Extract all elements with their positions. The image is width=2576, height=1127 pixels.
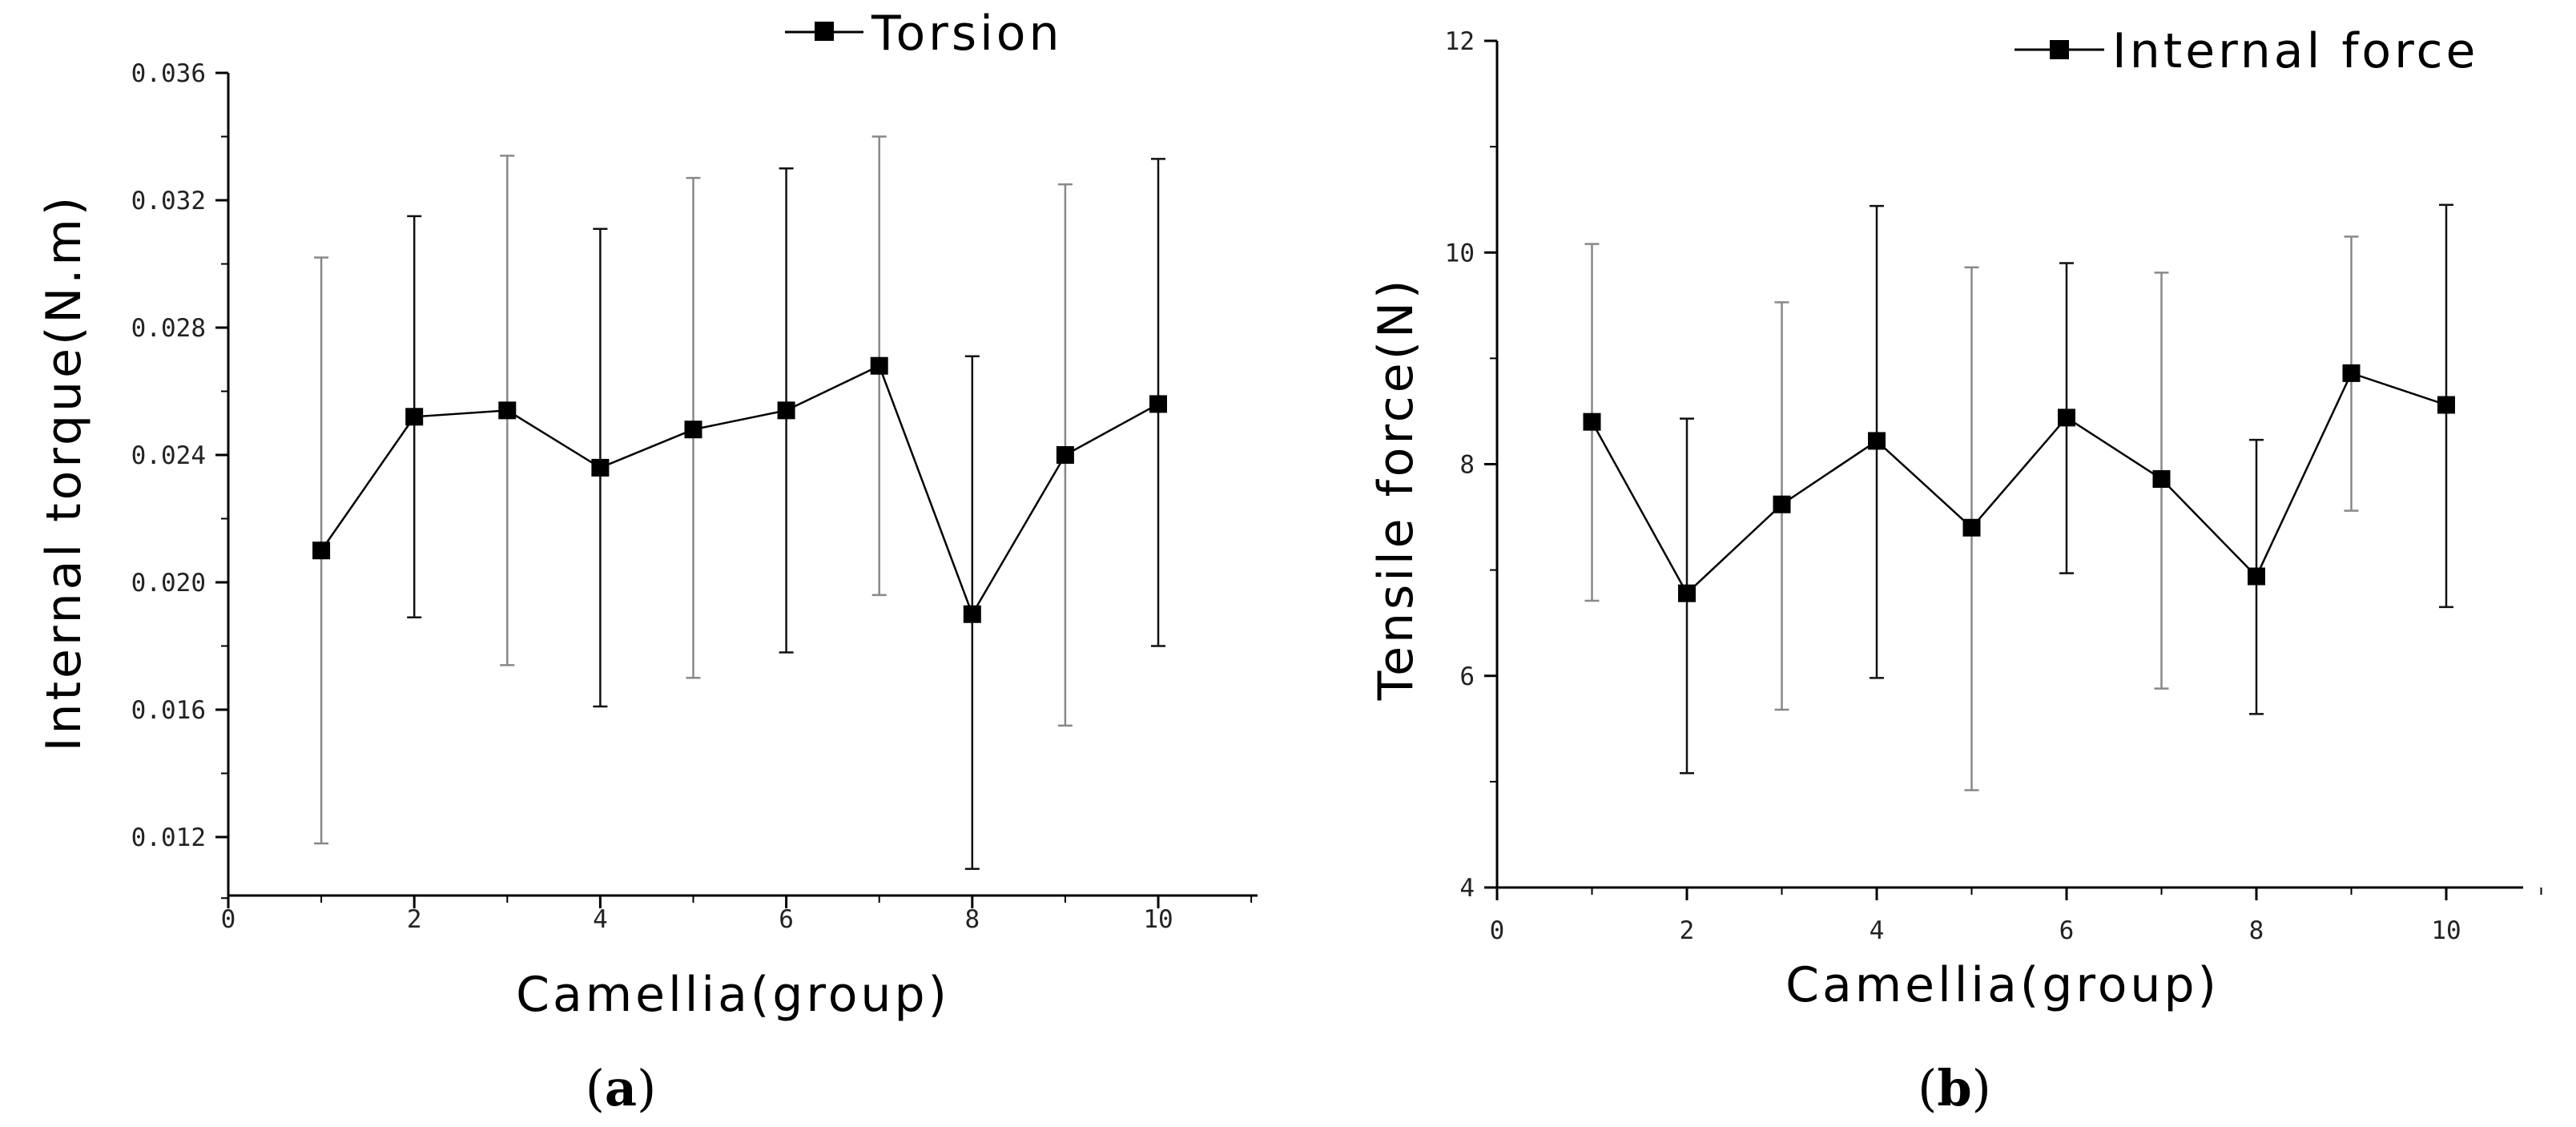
panel-a-y-tick-label: 0.020 xyxy=(131,569,206,598)
panel-b-legend-label: Internal force xyxy=(2112,23,2478,79)
panel-b-x-tick-label: 0 xyxy=(1490,916,1505,945)
panel-b-y-tick-label: 8 xyxy=(1459,451,1475,480)
panel-b-data-point xyxy=(1583,413,1601,431)
panel-a-x-axis-label: Camellia(group) xyxy=(516,967,950,1023)
panel-a-legend-label: Torsion xyxy=(871,6,1063,62)
panel-b-x-tick-label: 6 xyxy=(2059,916,2075,945)
panel-a-data-point xyxy=(405,408,424,426)
panel-b-y-tick-label: 12 xyxy=(1445,27,1475,56)
panel-b-legend-marker xyxy=(2050,40,2069,59)
panel-b-x-tick-label: 4 xyxy=(1870,916,1885,945)
panel-b-series-line xyxy=(1591,372,2447,595)
panel-a-x-tick-label: 4 xyxy=(593,905,608,934)
panel-a-data-point xyxy=(777,401,795,420)
panel-a-data-point xyxy=(684,421,702,439)
panel-a-data-point xyxy=(870,356,888,375)
panel-b-data-point xyxy=(1678,584,1696,602)
panel-b-y-tick-label: 10 xyxy=(1445,239,1475,268)
panel-b-caption: (b) xyxy=(1918,1059,1991,1117)
panel-a-legend-marker xyxy=(815,22,834,41)
panel-b-data-point xyxy=(2058,409,2075,427)
panel-a-markers xyxy=(312,356,1167,623)
panel-a-y-tick-label: 0.036 xyxy=(131,59,206,88)
panel-a-x-ticks: 0 2 4 6 8 10 xyxy=(221,896,1253,934)
panel-b-data-point xyxy=(2248,567,2265,586)
panel-b-caption-letter: b xyxy=(1937,1059,1971,1117)
panel-a-x-tick-label: 0 xyxy=(221,905,236,934)
panel-a-data-point xyxy=(963,605,981,623)
panel-a-data-point xyxy=(498,401,517,420)
panel-b-markers xyxy=(1583,364,2455,602)
panel-b-data-point xyxy=(2342,364,2361,382)
panel-a-x-tick-label: 2 xyxy=(407,905,422,934)
panel-a-y-tick-label: 0.028 xyxy=(131,314,206,343)
panel-a-data-point xyxy=(312,541,331,560)
panel-b-x-tick-label: 10 xyxy=(2431,916,2461,945)
panel-b-data-point xyxy=(1868,432,1886,450)
panel-b-x-tick-label: 8 xyxy=(2249,916,2264,945)
panel-b-x-axis-label: Camellia(group) xyxy=(1785,957,2220,1013)
panel-a-y-axis-label: Internal torque(N.m) xyxy=(36,194,92,751)
panel-a-y-tick-label: 0.024 xyxy=(131,441,206,470)
panel-a-y-ticks: 0.012 0.016 0.020 0.024 0.028 0.032 0.036 xyxy=(131,59,228,900)
panel-b-chart: 4 6 8 10 12 0 2 4 6 8 10 Camellia(group) Tensile … xyxy=(1368,23,2542,1117)
panel-b-data-point xyxy=(2152,469,2171,488)
panel-a-y-tick-label: 0.016 xyxy=(131,696,206,725)
panel-a-chart: 0.012 0.016 0.020 0.024 0.028 0.032 0.036 0 2 4 6… xyxy=(36,6,1258,1117)
panel-b-y-tick-label: 6 xyxy=(1459,662,1475,691)
panel-b-y-axis-label: Tensile force(N) xyxy=(1368,277,1424,702)
panel-b-data-point xyxy=(1962,518,1981,537)
panel-a-data-point xyxy=(1149,395,1167,413)
panel-b-y-ticks: 4 6 8 10 12 xyxy=(1445,27,1497,903)
panel-b-data-point xyxy=(2437,396,2455,414)
panel-b-legend: Internal force xyxy=(2015,23,2478,79)
panel-a-legend: Torsion xyxy=(785,6,1063,62)
panel-a-y-tick-label: 0.012 xyxy=(131,823,206,852)
panel-a-series-line xyxy=(320,364,1159,617)
panel-b-data-point xyxy=(1773,495,1791,513)
panel-a-caption: (a) xyxy=(586,1059,657,1117)
panel-b-x-tick-label: 2 xyxy=(1680,916,1695,945)
panel-b-error-bars xyxy=(1584,203,2453,791)
panel-a-x-tick-label: 6 xyxy=(779,905,794,934)
panel-a-x-tick-label: 8 xyxy=(964,905,980,934)
panel-a-data-point xyxy=(1056,446,1074,464)
panel-b-x-ticks: 0 2 4 6 8 10 xyxy=(1490,888,2542,945)
panel-a-data-point xyxy=(591,458,610,477)
panel-a-y-tick-label: 0.032 xyxy=(131,187,206,215)
panel-a-caption-letter: a xyxy=(605,1059,637,1117)
panel-a-x-tick-label: 10 xyxy=(1143,905,1173,934)
panel-b-y-tick-label: 4 xyxy=(1459,874,1475,903)
